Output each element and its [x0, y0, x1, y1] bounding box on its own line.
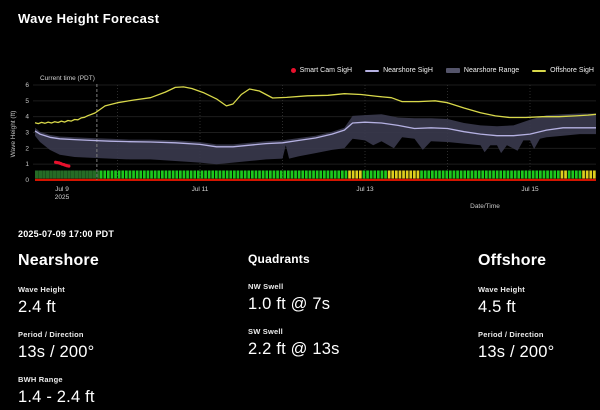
current-time-marker: Current time (PDT): [40, 75, 98, 180]
nearshore-range-band: [35, 113, 596, 165]
legend-label: Nearshore SigH: [383, 67, 433, 74]
legend-item-smart-cam[interactable]: Smart Cam SigH: [290, 67, 353, 74]
legend-label: Nearshore Range: [463, 67, 520, 74]
condition-bar: [35, 170, 596, 181]
nearshore-period-direction-value: 13s / 200°: [18, 343, 95, 361]
offshore-period-direction-label: Period / Direction: [478, 330, 544, 339]
offshore-wave-height-label: Wave Height: [478, 285, 525, 294]
nearshore-bwh-range-value: 1.4 - 2.4 ft: [18, 388, 95, 406]
series-scatter-smart-cam-sigh: [54, 160, 71, 168]
nearshore-line-icon: [365, 69, 380, 72]
nearshore-range-swatch-icon: [445, 68, 460, 73]
y-axis-label: Wave Height (ft): [10, 111, 17, 158]
svg-text:2: 2: [25, 145, 29, 152]
svg-text:1: 1: [25, 161, 29, 168]
sw-swell-label: SW Swell: [248, 327, 283, 336]
series-line-offshore-sigh: [34, 86, 597, 125]
offshore-line-icon: [532, 69, 547, 72]
vertical-gridlines: [117, 85, 531, 180]
svg-text:Jul 15: Jul 15: [521, 186, 539, 193]
svg-text:Jul 9: Jul 9: [55, 186, 69, 193]
svg-text:6: 6: [25, 82, 29, 89]
y-tick-labels: 0 1 2 3 4 5 6: [25, 82, 29, 184]
nearshore-heading: Nearshore: [18, 252, 99, 269]
legend-item-offshore-sigh[interactable]: Offshore SigH: [532, 67, 594, 74]
nearshore-panel: Nearshore Wave Height 2.4 ft Period / Di…: [18, 252, 228, 410]
chart-legend: Smart Cam SigH Nearshore SigH Nearshore …: [290, 67, 594, 74]
nw-swell-value: 1.0 ft @ 7s: [248, 295, 331, 313]
x-axis-label: Date/Time: [470, 203, 500, 210]
svg-text:0: 0: [25, 177, 29, 184]
svg-text:Current time (PDT): Current time (PDT): [40, 75, 95, 82]
nearshore-wave-height-value: 2.4 ft: [18, 298, 56, 316]
legend-item-nearshore-range[interactable]: Nearshore Range: [445, 67, 520, 74]
svg-text:5: 5: [25, 98, 29, 105]
svg-text:Jul 11: Jul 11: [192, 186, 209, 193]
nearshore-wave-height-label: Wave Height: [18, 285, 65, 294]
offshore-wave-height-value: 4.5 ft: [478, 298, 516, 316]
svg-text:4: 4: [25, 114, 29, 121]
smart-cam-dot-icon: [290, 68, 296, 73]
svg-text:3: 3: [25, 130, 29, 137]
nw-swell-label: NW Swell: [248, 282, 284, 291]
legend-item-nearshore-sigh[interactable]: Nearshore SigH: [365, 67, 433, 74]
sw-swell-value: 2.2 ft @ 13s: [248, 340, 340, 358]
legend-label: Smart Cam SigH: [299, 67, 353, 74]
nearshore-bwh-range-label: BWH Range: [18, 375, 63, 384]
offshore-panel: Offshore Wave Height 4.5 ft Period / Dir…: [478, 252, 600, 375]
offshore-period-direction-value: 13s / 200°: [478, 343, 555, 361]
page-title: Wave Height Forecast: [18, 11, 160, 26]
quadrants-panel: Quadrants NW Swell 1.0 ft @ 7s SW Swell …: [248, 252, 458, 372]
forecast-timestamp: 2025-07-09 17:00 PDT: [18, 229, 115, 239]
legend-label: Offshore SigH: [550, 67, 594, 74]
quadrants-heading: Quadrants: [248, 252, 310, 266]
series-line-nearshore-sigh: [34, 121, 596, 148]
svg-text:Jul 13: Jul 13: [356, 186, 374, 193]
svg-text:2025: 2025: [55, 194, 70, 201]
nearshore-period-direction-label: Period / Direction: [18, 330, 84, 339]
offshore-heading: Offshore: [478, 252, 547, 269]
